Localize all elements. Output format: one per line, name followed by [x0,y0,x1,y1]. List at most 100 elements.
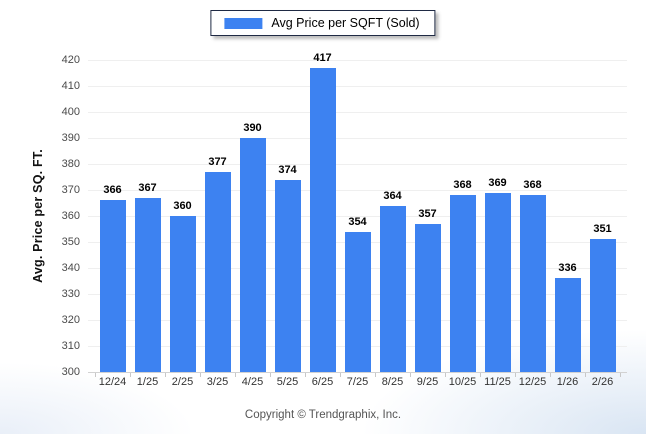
bar-slot: 369 [480,60,515,372]
y-axis-tick-labels: 300 310 320 330 340 350 360 370 380 390 400 410 420 [0,0,80,434]
bar-value-label: 368 [523,179,542,192]
bar [134,197,161,372]
x-axis-tick-mark [235,373,236,377]
bar-value-label: 374 [278,163,297,176]
bar-value-label: 367 [138,181,157,194]
bar-slot: 364 [375,60,410,372]
x-axis-tick-label: 9/25 [416,376,439,388]
gridline [88,216,627,217]
x-axis-tick-labels: 12/24 1/25 2/25 3/25 4/25 5/25 6/25 7/25 8/25 9/2… [88,376,627,388]
x-axis-tick-mark [130,373,131,377]
x-axis-tick-mark [410,373,411,377]
y-axis-tick-label: 390 [61,132,80,144]
x-axis-tick-label: 1/26 [556,376,579,388]
x-axis-tick-label: 4/25 [241,376,264,388]
legend-label: Avg Price per SQFT (Sold) [271,16,420,30]
x-axis-tick-mark [165,373,166,377]
x-axis-tick-mark [585,373,586,377]
bar-value-label: 366 [103,184,122,197]
x-axis-tick-mark [305,373,306,377]
y-axis-tick-label: 340 [61,262,80,274]
bar-value-label: 369 [488,176,507,189]
x-axis-tick-label: 8/25 [381,376,404,388]
x-axis-tick-mark [620,373,621,377]
y-axis-tick-label: 350 [61,236,80,248]
bar-slot: 336 [550,60,585,372]
copyright-text: Copyright © Trendgraphix, Inc. [244,409,402,421]
x-axis-line [88,372,627,373]
x-axis-tick-mark [515,373,516,377]
bar-slot: 351 [585,60,620,372]
y-axis-tick-label: 360 [61,210,80,222]
x-axis-tick-label: 12/24 [98,376,127,388]
plot-area: 366 367 360 377 390 374 417 354 364 357 368 369 368 3… [88,52,627,373]
bar-value-label: 364 [383,189,402,202]
bar-slot: 368 [445,60,480,372]
y-axis-tick-label: 370 [61,184,80,196]
gridline [88,60,627,61]
bar-slot: 417 [305,52,340,372]
bar [99,200,126,372]
bar [309,67,336,372]
bar [414,223,441,372]
x-axis-ticks [88,372,627,377]
bar [589,239,616,372]
x-axis-tick-mark [445,373,446,377]
bars-container: 366 367 360 377 390 374 417 354 364 357 368 369 368 3… [88,52,627,372]
gridline [88,138,627,139]
x-axis-tick-label: 3/25 [206,376,229,388]
bar-value-label: 336 [558,262,577,275]
bar-slot: 367 [130,60,165,372]
bar [554,278,581,372]
bar-value-label: 368 [453,179,472,192]
x-axis-tick-label: 2/26 [591,376,614,388]
bar-value-label: 390 [243,122,262,134]
bar [274,179,301,372]
bar-slot: 390 [235,60,270,372]
bar [519,195,546,372]
x-axis-tick-label: 6/25 [311,376,334,388]
x-axis-tick-label: 5/25 [276,376,299,388]
x-axis-tick-label: 7/25 [346,376,369,388]
bar-value-label: 354 [348,215,367,228]
bar-slot: 357 [410,60,445,372]
bar [379,205,406,372]
bar [204,171,231,372]
gridline [88,164,627,165]
y-axis-tick-label: 420 [61,54,80,66]
bar [449,195,476,372]
y-axis-tick-label: 320 [61,314,80,326]
x-axis-tick-label: 11/25 [484,376,511,388]
bar [169,216,196,372]
bar-slot: 374 [270,60,305,372]
y-axis-tick-label: 380 [61,158,80,170]
bar-slot: 360 [165,60,200,372]
x-axis-tick-mark [480,373,481,377]
x-axis-tick-label: 12/25 [518,376,547,388]
gridline [88,86,627,87]
bar-slot: 354 [340,60,375,372]
bar-value-label: 360 [173,200,192,212]
gridline [88,112,627,113]
x-axis-tick-mark [270,373,271,377]
y-axis-tick-label: 410 [61,80,80,92]
x-axis-tick-label: 1/25 [136,376,159,388]
legend: Avg Price per SQFT (Sold) [210,10,436,36]
bar-value-label: 351 [593,223,612,236]
y-axis-tick-label: 310 [61,340,80,352]
gridline [88,190,627,191]
bar-value-label: 417 [313,51,332,64]
x-axis-tick-mark [550,373,551,377]
bar [484,192,511,372]
x-axis-tick-mark [340,373,341,377]
x-axis-tick-mark [200,373,201,377]
y-axis-tick-label: 330 [61,288,80,300]
legend-swatch-icon [224,17,263,29]
y-axis-tick-label: 300 [61,366,80,378]
bar-value-label: 377 [208,155,227,168]
x-axis-tick-label: 10/25 [448,376,477,388]
bar-value-label: 357 [418,207,437,220]
bar-slot: 368 [515,60,550,372]
bar-slot: 377 [200,60,235,372]
